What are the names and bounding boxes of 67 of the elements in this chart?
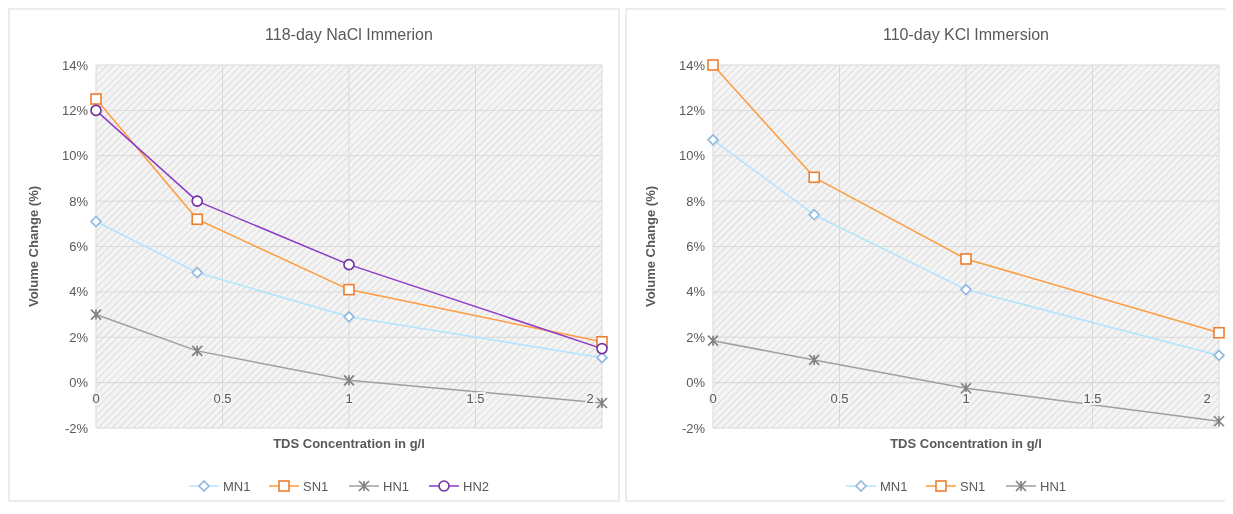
y-axis-title: Volume Change (%) (26, 185, 41, 308)
point (707, 334, 719, 347)
point (90, 308, 102, 321)
x-tick-label: 1 (962, 390, 970, 406)
y-tick-label: 2% (686, 329, 706, 345)
point (90, 215, 102, 228)
x-tick-label: 2 (586, 390, 594, 406)
point (808, 171, 820, 184)
y-tick-label: 6% (69, 239, 89, 255)
y-tick-label: 4% (69, 284, 89, 300)
legend-label: MN1 (223, 478, 251, 494)
y-tick-label: 10% (678, 148, 706, 164)
point (960, 283, 972, 296)
x-tick-label: 2 (1203, 390, 1211, 406)
point (343, 374, 355, 387)
point (596, 342, 608, 355)
point (707, 59, 719, 71)
point (1213, 349, 1225, 362)
point (191, 345, 203, 357)
legend-label: SN1 (960, 478, 986, 494)
y-tick-label: 8% (686, 193, 706, 209)
point (1213, 326, 1225, 339)
y-tick-label: 14% (61, 57, 89, 73)
point (343, 311, 355, 323)
point (90, 93, 102, 105)
y-tick-label: -2% (681, 420, 706, 436)
point (1213, 415, 1225, 427)
legend-label: HN1 (1040, 478, 1067, 494)
y-tick-label: 12% (61, 102, 89, 118)
point (191, 266, 203, 279)
x-tick-label: 1.5 (1083, 390, 1102, 406)
point (191, 195, 203, 207)
x-tick-label: 0.5 (213, 390, 232, 406)
legend-label: SN1 (303, 478, 329, 494)
point (191, 213, 203, 226)
legend-label: HN1 (383, 478, 410, 494)
point (808, 354, 820, 366)
y-tick-label: 0% (69, 375, 89, 391)
x-tick-label: 0 (709, 390, 717, 406)
y-tick-label: 6% (686, 239, 706, 255)
point (960, 253, 972, 265)
point (960, 382, 972, 395)
x-axis-title: TDS Concentration in g/l (273, 436, 425, 451)
x-tick-label: 0 (92, 390, 100, 406)
point (808, 208, 820, 221)
x-tick-label: 1.5 (466, 390, 485, 406)
x-axis-title: TDS Concentration in g/l (890, 436, 1042, 451)
point (343, 258, 355, 271)
x-tick-label: 0.5 (830, 390, 849, 406)
x-tick-label: 1 (345, 390, 353, 406)
point (596, 397, 608, 409)
y-tick-label: 0% (686, 375, 706, 391)
y-axis-title: Volume Change (%) (643, 185, 658, 308)
y-tick-label: -2% (64, 420, 89, 436)
legend-label: HN2 (463, 478, 490, 494)
y-tick-label: 10% (61, 148, 89, 164)
y-tick-label: 8% (69, 193, 89, 209)
point (707, 134, 719, 146)
y-tick-label: 4% (686, 284, 706, 300)
legend-label: MN1 (880, 478, 908, 494)
chart-title: 118-day NaCl Immerion (265, 26, 433, 43)
point (90, 104, 102, 117)
y-tick-label: 2% (69, 329, 89, 345)
point (343, 283, 355, 296)
y-tick-label: 12% (678, 102, 706, 118)
y-tick-label: 14% (678, 57, 706, 73)
chart-title: 110-day KCl Immersion (883, 26, 1049, 43)
